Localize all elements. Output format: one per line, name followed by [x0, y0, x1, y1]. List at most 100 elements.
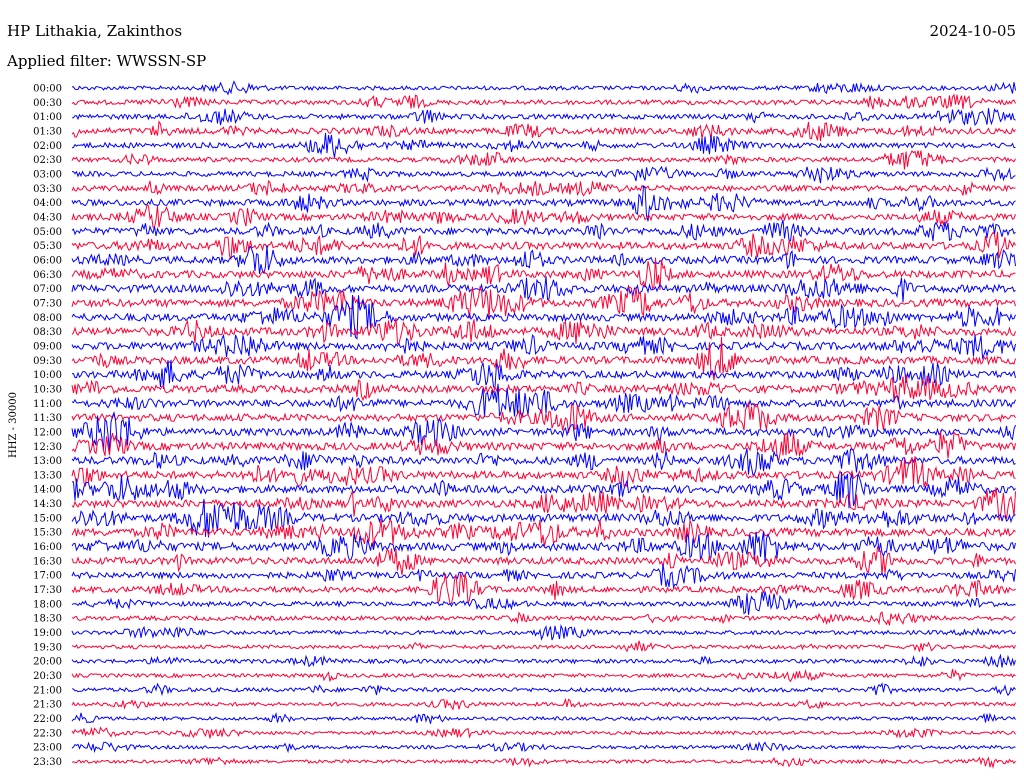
time-tick-label: 18:00	[33, 599, 62, 610]
time-tick-label: 02:00	[33, 141, 62, 152]
seismic-traces	[71, 80, 1016, 769]
time-tick-label: 06:00	[33, 255, 62, 266]
time-tick-label: 01:30	[33, 126, 62, 137]
trace-row	[71, 93, 1016, 110]
trace-row	[71, 573, 1016, 605]
trace-row	[71, 668, 1016, 683]
time-tick-label: 04:00	[33, 198, 62, 209]
time-tick-label: 10:00	[33, 370, 62, 381]
time-tick-label: 04:30	[33, 212, 62, 223]
time-tick-label: 07:30	[33, 298, 62, 309]
trace-row	[71, 498, 1016, 538]
time-tick-label: 19:00	[33, 628, 62, 639]
time-tick-label: 17:00	[33, 571, 62, 582]
time-tick-label: 21:30	[33, 700, 62, 711]
time-tick-label: 22:00	[33, 714, 62, 725]
trace-row	[71, 285, 1016, 319]
time-tick-label: 06:30	[33, 270, 62, 281]
time-tick-label: 18:30	[33, 614, 62, 625]
time-tick-label: 02:30	[33, 155, 62, 166]
time-tick-label: 08:30	[33, 327, 62, 338]
time-tick-label: 09:00	[33, 341, 62, 352]
trace-row	[71, 519, 1016, 548]
trace-row	[71, 231, 1016, 260]
trace-row	[71, 430, 1016, 462]
trace-row	[71, 756, 1016, 769]
trace-row	[71, 179, 1016, 197]
trace-row	[71, 185, 1016, 222]
station-title: HP Lithakia, Zakinthos	[7, 22, 182, 40]
trace-row	[71, 624, 1016, 641]
trace-row	[71, 564, 1016, 589]
trace-row	[71, 531, 1016, 563]
time-tick-label: 07:00	[33, 284, 62, 295]
trace-row	[71, 165, 1016, 184]
trace-row	[71, 276, 1016, 303]
time-tick-label: 14:00	[33, 485, 62, 496]
time-tick-label: 20:30	[33, 671, 62, 682]
trace-row	[71, 401, 1016, 434]
time-tick-label: 20:00	[33, 657, 62, 668]
time-tick-label: 00:30	[33, 98, 62, 109]
time-tick-label: 03:30	[33, 184, 62, 195]
trace-row	[71, 471, 1016, 509]
trace-row	[71, 336, 1016, 381]
trace-row	[71, 107, 1016, 127]
trace-row	[71, 682, 1016, 697]
time-tick-labels: 00:00 00:30 01:00 01:30 02:00 02:30 03:00 03:30…	[33, 84, 62, 769]
trace-row	[71, 245, 1016, 275]
trace-row	[71, 653, 1016, 668]
time-tick-label: 23:30	[33, 757, 62, 768]
time-tick-label: 11:30	[33, 413, 62, 424]
filter-subtitle: Applied filter: WWSSN-SP	[6, 52, 206, 70]
time-tick-label: 10:30	[33, 384, 62, 395]
time-tick-label: 13:30	[33, 470, 62, 481]
trace-row	[71, 219, 1016, 242]
time-tick-label: 14:30	[33, 499, 62, 510]
time-tick-label: 01:00	[33, 112, 62, 123]
trace-row	[71, 132, 1016, 158]
trace-row	[71, 411, 1016, 453]
trace-row	[71, 80, 1016, 96]
trace-row	[71, 150, 1016, 170]
time-tick-label: 12:30	[33, 442, 62, 453]
trace-row	[71, 359, 1016, 389]
time-tick-label: 05:30	[33, 241, 62, 252]
time-tick-label: 13:00	[33, 456, 62, 467]
trace-row	[71, 333, 1016, 360]
time-tick-label: 03:00	[33, 169, 62, 180]
trace-row	[71, 611, 1016, 626]
time-tick-label: 12:00	[33, 427, 62, 438]
time-tick-label: 11:00	[33, 399, 62, 410]
trace-row	[71, 712, 1016, 724]
time-tick-label: 08:00	[33, 313, 62, 324]
trace-row	[71, 591, 1016, 615]
trace-row	[71, 120, 1016, 142]
trace-row	[71, 640, 1016, 653]
trace-row	[71, 317, 1016, 345]
trace-row	[71, 726, 1016, 739]
time-tick-label: 16:00	[33, 542, 62, 553]
time-tick-label: 00:00	[33, 84, 62, 95]
trace-row	[71, 741, 1016, 754]
trace-row	[71, 447, 1016, 476]
trace-row	[71, 204, 1016, 228]
time-tick-label: 16:30	[33, 556, 62, 567]
time-tick-label: 09:30	[33, 356, 62, 367]
time-tick-label: 15:00	[33, 513, 62, 524]
y-axis-label: HHZ - 30000	[8, 392, 19, 458]
time-tick-label: 05:00	[33, 227, 62, 238]
trace-row	[71, 487, 1016, 521]
trace-row	[71, 294, 1016, 340]
time-tick-label: 22:30	[33, 728, 62, 739]
time-tick-label: 23:00	[33, 743, 62, 754]
time-tick-label: 21:00	[33, 685, 62, 696]
trace-row	[71, 374, 1016, 403]
time-tick-label: 19:30	[33, 642, 62, 653]
trace-row	[71, 545, 1016, 576]
trace-row	[71, 383, 1016, 419]
time-tick-label: 15:30	[33, 528, 62, 539]
time-tick-label: 17:30	[33, 585, 62, 596]
date-label: 2024-10-05	[930, 22, 1016, 40]
